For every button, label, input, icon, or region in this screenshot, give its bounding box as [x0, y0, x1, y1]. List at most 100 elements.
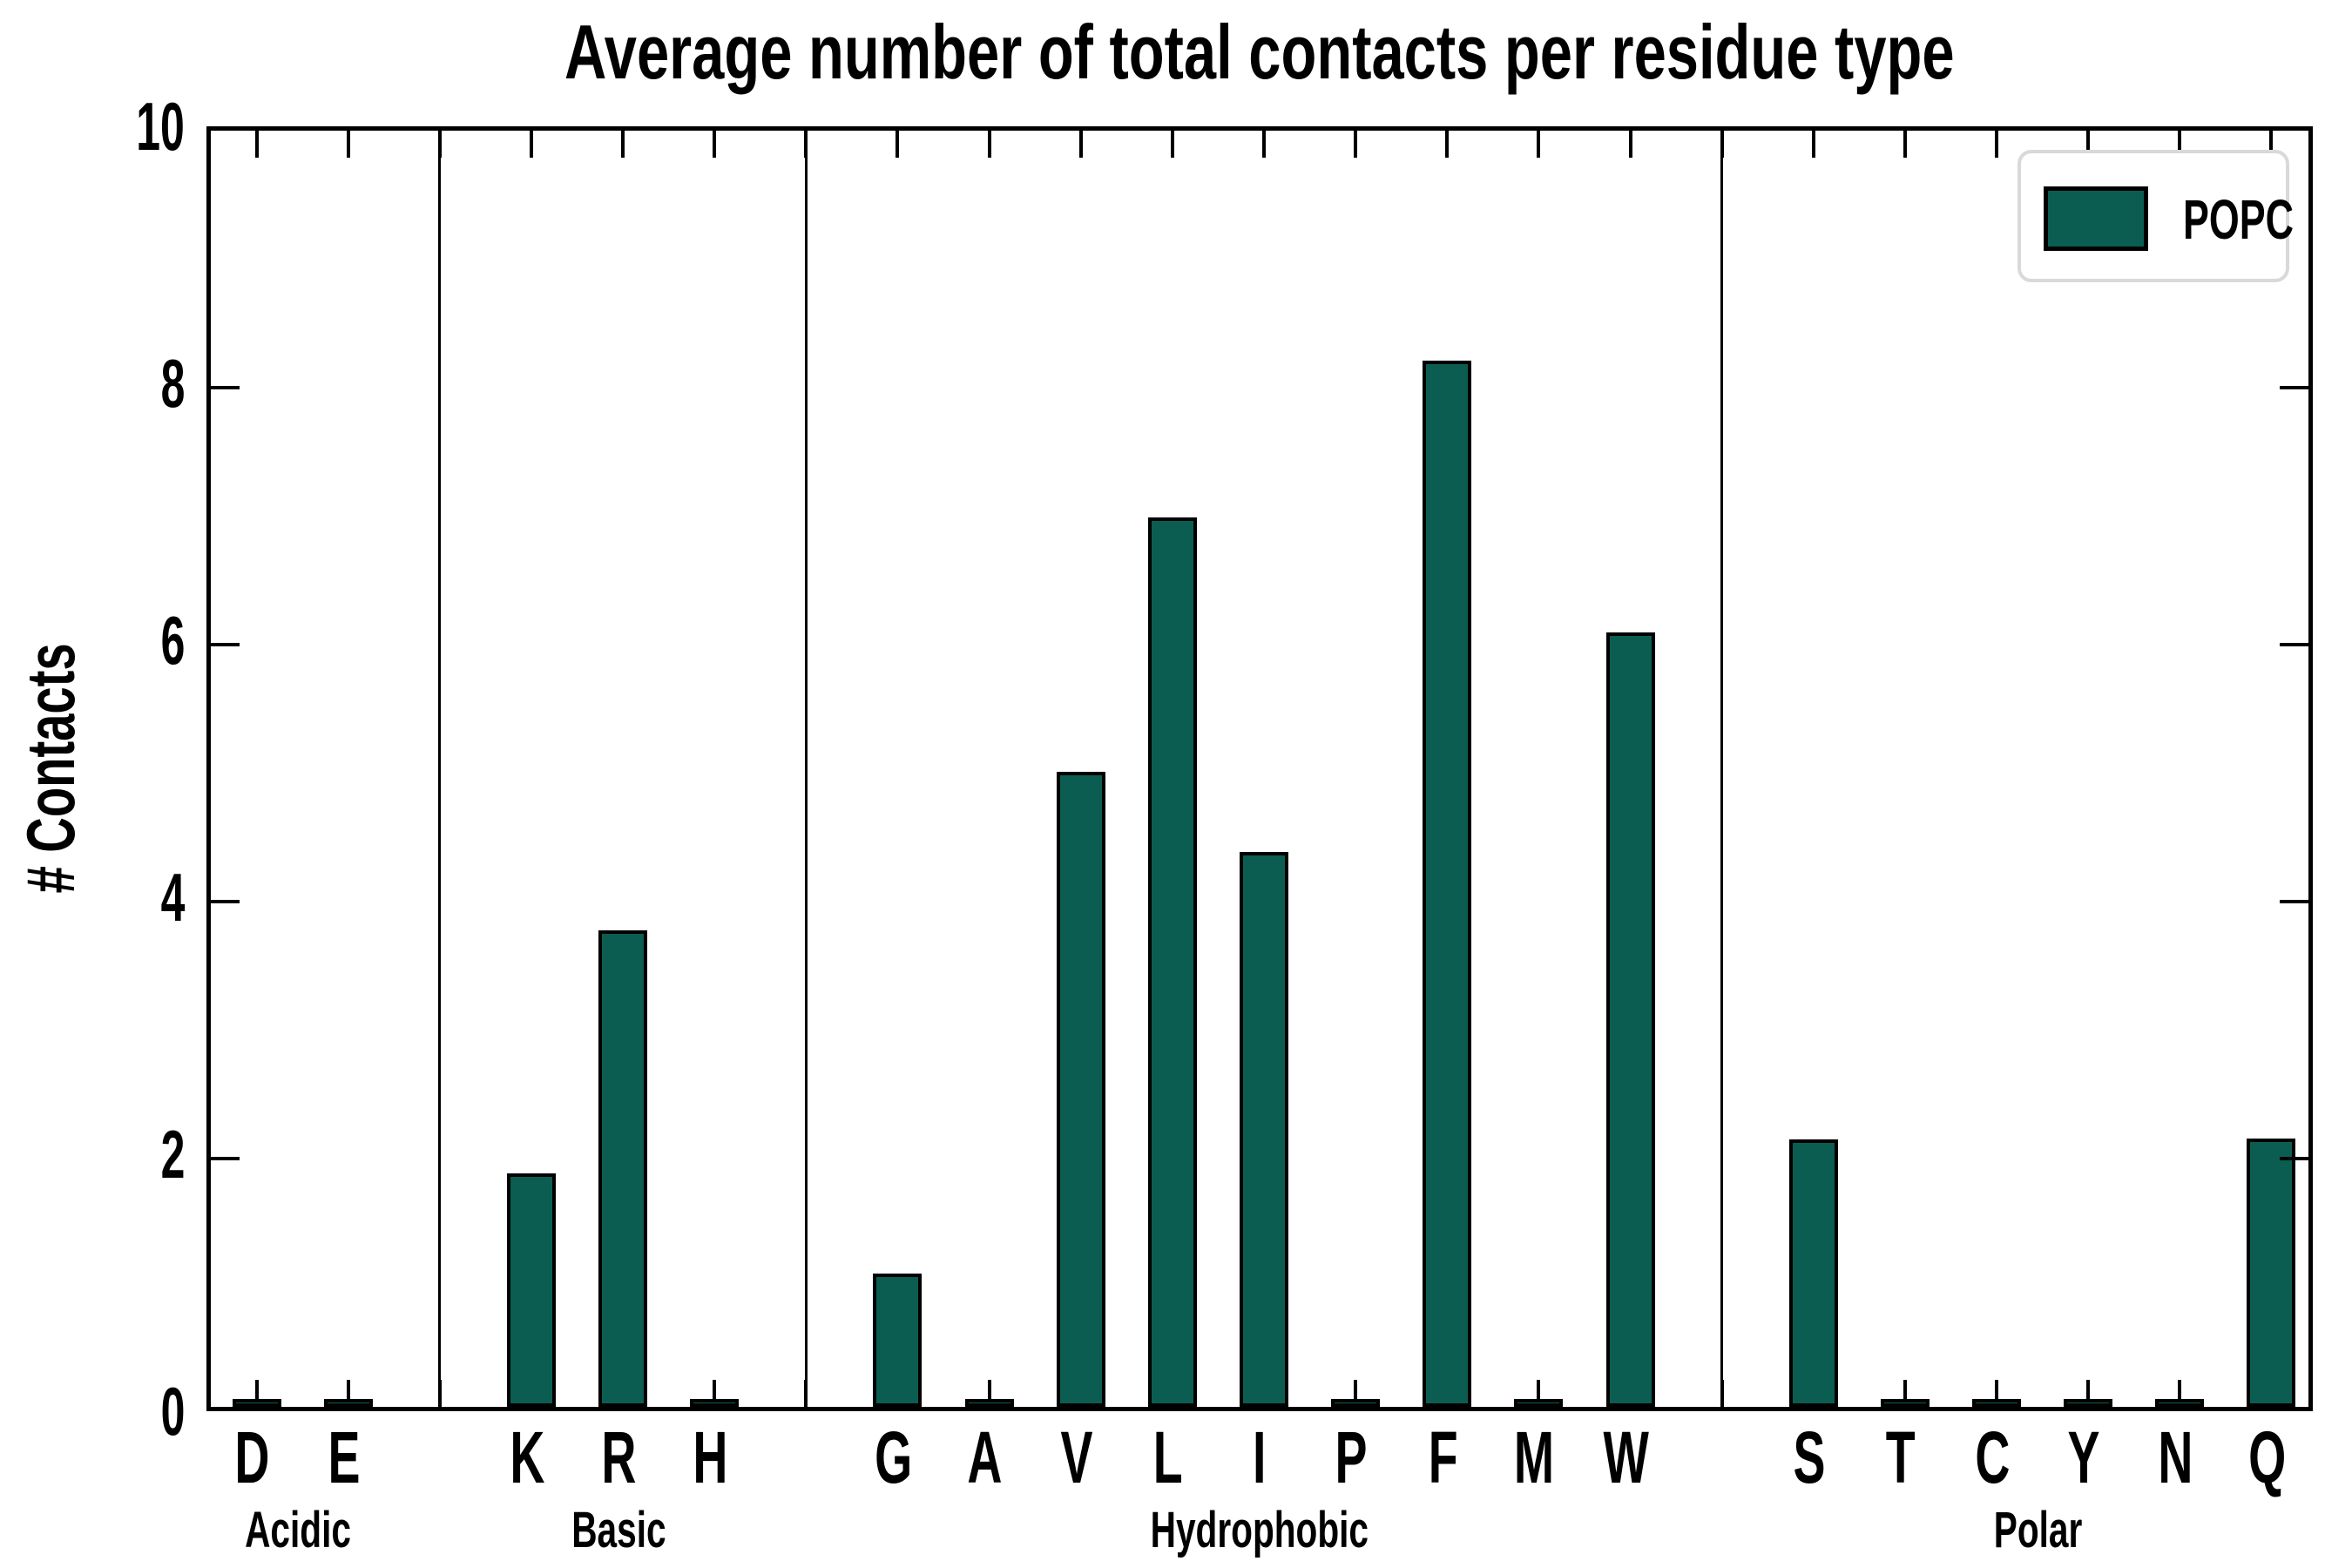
bar-A	[964, 1399, 1014, 1407]
x-tick-letter: L	[1152, 1416, 1183, 1498]
x-tick-top	[2086, 131, 2091, 158]
x-tick-letter: M	[1514, 1416, 1555, 1498]
y-tick-right	[2280, 1157, 2308, 1160]
x-tick-letter: F	[1428, 1416, 1458, 1498]
x-tick-label-P: P	[1290, 1420, 1412, 1495]
x-tick-label-L: L	[1107, 1420, 1229, 1495]
x-tick-label-G: G	[832, 1420, 954, 1495]
y-tick-label-6: 6	[35, 604, 185, 677]
x-tick-letter: E	[328, 1416, 361, 1498]
y-tick-right	[2280, 386, 2308, 389]
group-label-text: Basic	[571, 1502, 666, 1558]
y-tick-left	[211, 900, 240, 903]
x-tick-label-V: V	[1016, 1420, 1138, 1495]
x-tick-bottom	[346, 1380, 350, 1407]
x-tick-top	[621, 131, 625, 158]
y-axis-label-text: # Contacts	[12, 643, 89, 894]
x-tick-top	[1903, 131, 1907, 158]
group-label-hydrophobic: Hydrophobic	[1077, 1504, 1443, 1557]
x-tick-top	[1262, 131, 1266, 158]
y-tick-left	[211, 1157, 240, 1160]
group-separator	[438, 131, 442, 1407]
x-tick-label-S: S	[1748, 1420, 1870, 1495]
x-tick-top	[346, 131, 350, 158]
x-tick-bottom	[1537, 1380, 1541, 1407]
x-tick-label-F: F	[1382, 1420, 1504, 1495]
x-tick-letter: V	[1060, 1416, 1093, 1498]
x-tick-label-M: M	[1473, 1420, 1595, 1495]
bar-Y	[2064, 1399, 2113, 1407]
x-tick-bottom	[254, 1380, 259, 1407]
x-tick-label-W: W	[1565, 1420, 1687, 1495]
bar-N	[2155, 1399, 2205, 1407]
group-separator	[804, 131, 808, 1407]
y-tick-text: 2	[160, 1116, 185, 1193]
bar-C	[1972, 1399, 2022, 1407]
x-tick-top	[1811, 131, 1815, 158]
y-tick-text: 10	[136, 88, 185, 165]
x-tick-letter: D	[234, 1416, 270, 1498]
y-tick-left	[211, 386, 240, 389]
x-tick-label-K: K	[466, 1420, 588, 1495]
x-tick-top	[1354, 131, 1358, 158]
x-tick-label-E: E	[283, 1420, 405, 1495]
x-tick-bottom	[713, 1380, 717, 1407]
x-tick-label-Y: Y	[2023, 1420, 2145, 1495]
x-tick-bottom	[1995, 1380, 1999, 1407]
x-tick-top	[896, 131, 900, 158]
x-tick-label-R: R	[558, 1420, 679, 1495]
x-tick-letter: K	[509, 1416, 544, 1498]
x-tick-letter: A	[967, 1416, 1003, 1498]
legend-label-text: POPC	[2183, 188, 2294, 251]
x-tick-letter: N	[2158, 1416, 2193, 1498]
x-tick-letter: I	[1253, 1416, 1267, 1498]
legend-swatch-popc	[2044, 186, 2148, 251]
bar-S	[1788, 1139, 1838, 1407]
x-tick-label-I: I	[1199, 1420, 1321, 1495]
y-axis-label: # Contacts	[12, 643, 89, 893]
x-tick-top	[1445, 131, 1450, 158]
x-tick-top	[1628, 131, 1632, 158]
x-tick-top	[254, 131, 259, 158]
x-tick-letter: S	[1793, 1416, 1826, 1498]
x-tick-top	[1078, 131, 1083, 158]
bar-H	[690, 1399, 740, 1407]
x-tick-bottom	[2178, 1380, 2182, 1407]
bar-I	[1240, 851, 1288, 1407]
x-tick-label-H: H	[649, 1420, 771, 1495]
group-label-text: Acidic	[245, 1502, 352, 1558]
bar-G	[873, 1273, 923, 1407]
x-tick-bottom	[987, 1380, 991, 1407]
x-tick-top	[1537, 131, 1541, 158]
x-tick-letter: P	[1335, 1416, 1368, 1498]
x-tick-label-Q: Q	[2206, 1420, 2328, 1495]
legend: POPC	[2017, 150, 2294, 282]
x-tick-label-T: T	[1840, 1420, 1962, 1495]
x-tick-letter: R	[601, 1416, 637, 1498]
y-tick-text: 6	[160, 602, 185, 679]
y-tick-right	[2280, 900, 2308, 903]
x-tick-letter: W	[1603, 1416, 1649, 1498]
group-separator	[1720, 131, 1724, 1407]
x-tick-top	[2269, 131, 2274, 158]
y-tick-label-0: 0	[35, 1375, 185, 1448]
bar-D	[232, 1399, 281, 1407]
y-tick-text: 0	[160, 1373, 185, 1450]
chart-title-text: Average number of total contacts per res…	[564, 9, 1955, 95]
group-label-text: Polar	[1993, 1502, 2083, 1558]
x-tick-label-C: C	[1931, 1420, 2053, 1495]
chart-title: Average number of total contacts per res…	[206, 12, 2313, 92]
x-tick-label-N: N	[2114, 1420, 2236, 1495]
bar-F	[1423, 361, 1472, 1407]
y-tick-label-4: 4	[35, 861, 185, 934]
plot-area	[206, 126, 2313, 1411]
x-tick-letter: Q	[2247, 1416, 2286, 1498]
bar-V	[1056, 772, 1105, 1407]
bar-W	[1605, 632, 1655, 1407]
x-tick-letter: Y	[2067, 1416, 2100, 1498]
x-tick-top	[713, 131, 717, 158]
y-tick-right	[2280, 643, 2308, 646]
group-label-basic: Basic	[436, 1504, 801, 1557]
bar-Q	[2247, 1138, 2296, 1407]
